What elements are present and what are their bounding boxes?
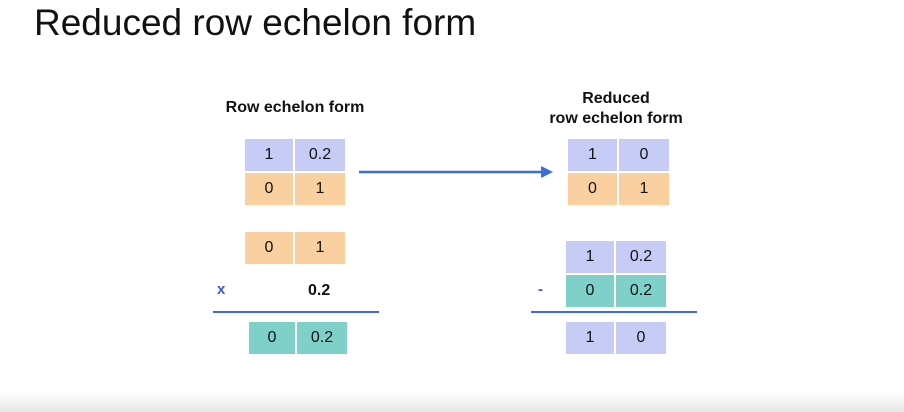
left-matrix-r1c2: 0.2 bbox=[295, 139, 345, 171]
right-row1-c2: 0.2 bbox=[616, 241, 666, 273]
slide-title: Reduced row echelon form bbox=[34, 2, 477, 43]
left-sum-line bbox=[213, 311, 379, 313]
bottom-fade bbox=[0, 392, 904, 412]
right-matrix-r1c2: 0 bbox=[619, 139, 669, 171]
transform-arrow bbox=[359, 166, 553, 178]
left-matrix-r1c1: 1 bbox=[245, 139, 293, 171]
left-row-copy-c1: 0 bbox=[245, 232, 293, 264]
multiply-operator: x bbox=[217, 281, 226, 298]
left-result-c1: 0 bbox=[249, 322, 295, 354]
right-row1-c1: 1 bbox=[566, 241, 614, 273]
left-heading: Row echelon form bbox=[225, 99, 365, 116]
left-matrix-r2c1: 0 bbox=[245, 173, 293, 205]
right-matrix-r2c1: 0 bbox=[568, 173, 617, 205]
right-heading-line1: Reduced bbox=[582, 90, 650, 107]
left-row-copy-c2: 1 bbox=[295, 232, 345, 264]
left-matrix-r2c2: 1 bbox=[295, 173, 345, 205]
right-sum-line bbox=[531, 311, 697, 313]
right-result-c1: 1 bbox=[566, 322, 614, 354]
right-row2-c1: 0 bbox=[566, 275, 614, 307]
subtract-operator: - bbox=[538, 281, 543, 298]
right-heading-line2: row echelon form bbox=[549, 110, 683, 127]
right-result-c2: 0 bbox=[616, 322, 666, 354]
right-matrix-r2c2: 1 bbox=[619, 173, 669, 205]
left-result-c2: 0.2 bbox=[297, 322, 347, 354]
right-matrix-r1c1: 1 bbox=[568, 139, 617, 171]
scalar-value: 0.2 bbox=[308, 282, 331, 299]
right-row2-c2: 0.2 bbox=[616, 275, 666, 307]
